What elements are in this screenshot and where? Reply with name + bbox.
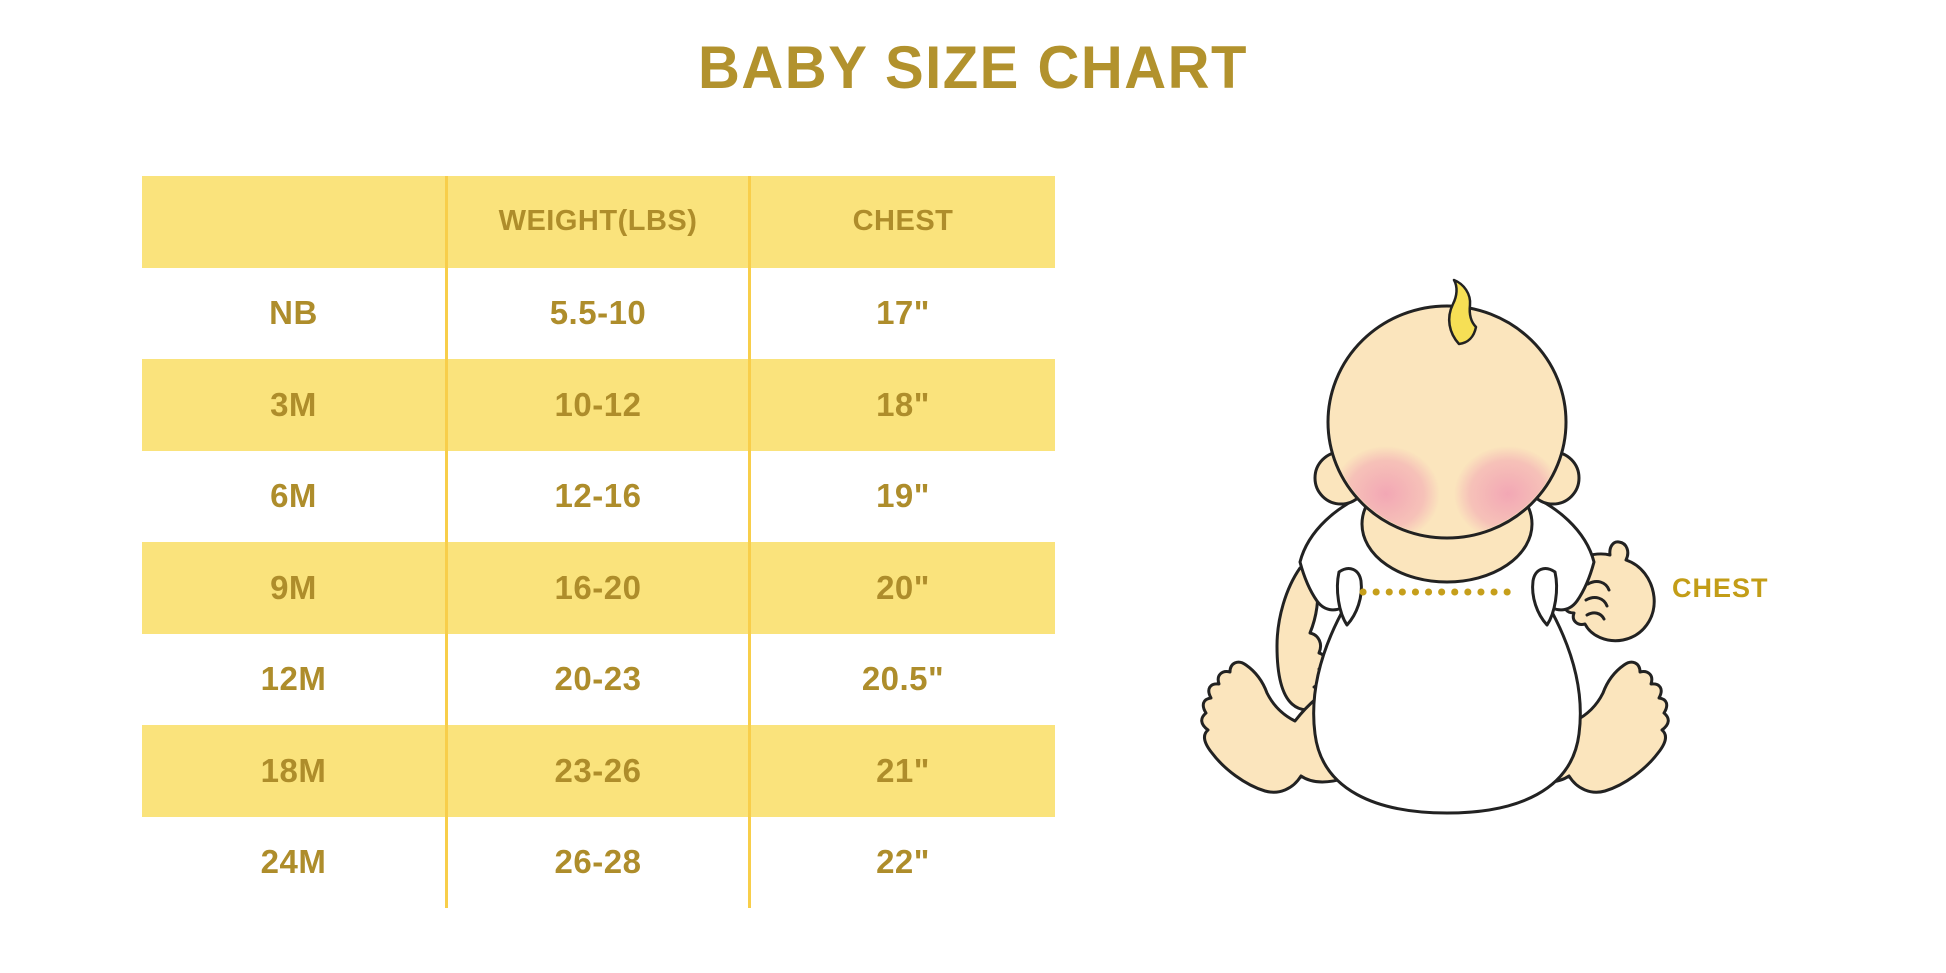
weight-cell: 12-16 bbox=[445, 450, 748, 542]
header-chest-column: CHEST bbox=[748, 176, 1055, 268]
size-cell: 12M bbox=[260, 660, 327, 698]
chest-cell: 22" bbox=[748, 816, 1055, 908]
header-size-column bbox=[142, 176, 445, 268]
size-cell: 3M bbox=[270, 385, 317, 423]
table-row: 9M 16-20 20" bbox=[142, 542, 1055, 634]
weight-cell: 20-23 bbox=[445, 633, 748, 725]
size-cell: NB bbox=[269, 294, 318, 332]
chest-cell: 20.5" bbox=[748, 633, 1055, 725]
baby-right-sleeve-tip bbox=[1531, 567, 1559, 627]
weight-cell: 5.5-10 bbox=[445, 267, 748, 359]
size-cell: 18M bbox=[260, 751, 327, 789]
chest-cell: 21" bbox=[748, 725, 1055, 817]
table-row: 6M 12-16 19" bbox=[142, 450, 1055, 542]
weight-cell: 23-26 bbox=[445, 725, 748, 817]
header-weight-column: WEIGHT(LBS) bbox=[445, 176, 748, 268]
size-cell: 6M bbox=[270, 477, 317, 515]
chest-cell: 19" bbox=[748, 450, 1055, 542]
weight-cell: 10-12 bbox=[445, 359, 748, 451]
size-table: WEIGHT(LBS) CHEST NB 5.5-10 17" 3M 10-12… bbox=[142, 176, 1055, 908]
chest-measure-label: CHEST bbox=[1672, 573, 1769, 603]
chest-cell: 17" bbox=[748, 267, 1055, 359]
chest-cell: 20" bbox=[748, 542, 1055, 634]
table-row: 24M 26-28 22" bbox=[142, 816, 1055, 908]
size-cell: 24M bbox=[260, 843, 327, 881]
baby-illustration bbox=[1200, 278, 1670, 815]
table-row: NB 5.5-10 17" bbox=[142, 267, 1055, 359]
weight-cell: 26-28 bbox=[445, 816, 748, 908]
table-row: 12M 20-23 20.5" bbox=[142, 633, 1055, 725]
table-row: 18M 23-26 21" bbox=[142, 725, 1055, 817]
chest-cell: 18" bbox=[748, 359, 1055, 451]
baby-hair-curl bbox=[1447, 278, 1478, 346]
table-row: 3M 10-12 18" bbox=[142, 359, 1055, 451]
size-cell: 9M bbox=[270, 568, 317, 606]
weight-cell: 16-20 bbox=[445, 542, 748, 634]
page-title: BABY SIZE CHART bbox=[698, 33, 1248, 102]
baby-left-sleeve-tip bbox=[1335, 567, 1363, 627]
baby-head bbox=[1326, 304, 1568, 540]
baby-fist-fingers bbox=[1584, 580, 1611, 621]
table-header-row: WEIGHT(LBS) CHEST bbox=[142, 176, 1055, 268]
